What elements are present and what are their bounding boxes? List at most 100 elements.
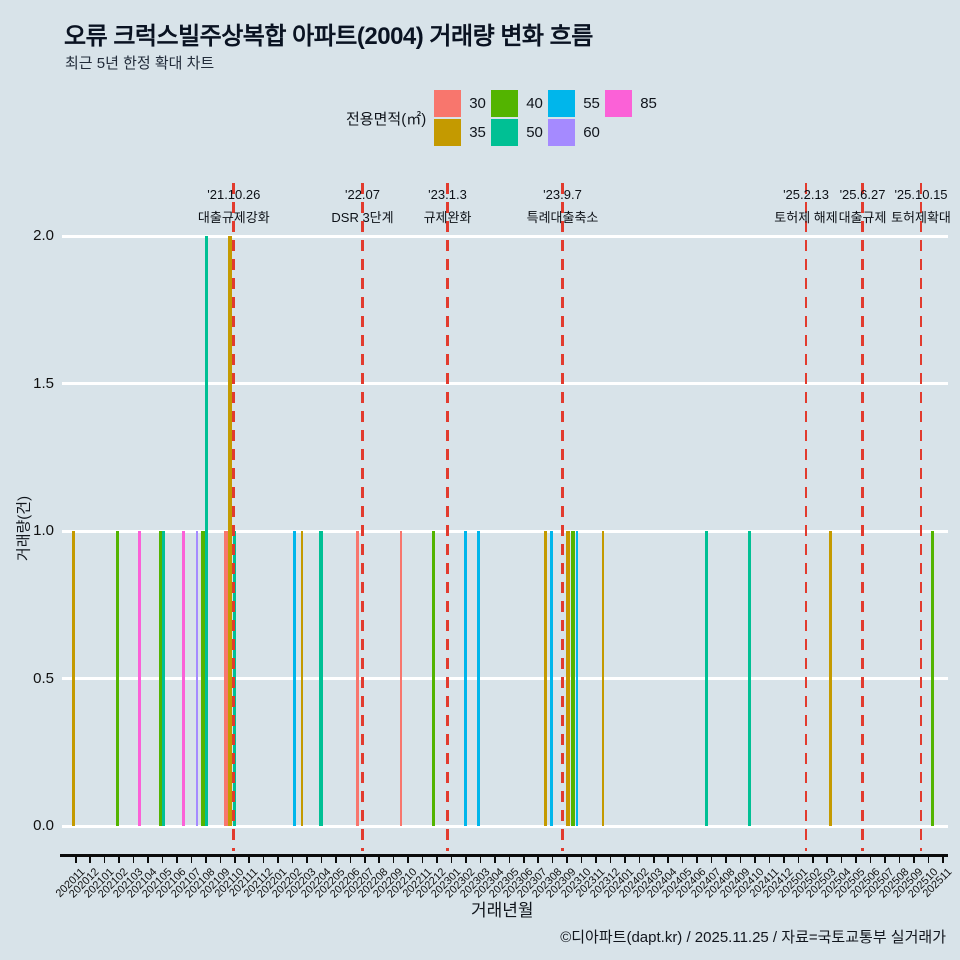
event-date-label: '23.1.3	[428, 187, 467, 202]
x-tick	[378, 856, 381, 863]
x-tick	[205, 856, 207, 863]
x-tick	[595, 856, 597, 863]
y-axis-title: 거래량(건)	[15, 495, 33, 562]
x-tick	[653, 856, 655, 863]
x-tick	[855, 856, 857, 863]
legend-item-label: 50	[526, 124, 543, 141]
bar	[224, 531, 229, 826]
bar	[301, 531, 304, 826]
x-tick	[942, 856, 944, 863]
legend-column: 55 60	[548, 90, 603, 146]
event-name-label: DSR 3단계	[331, 210, 394, 225]
y-tick-label: 1.5	[33, 374, 54, 392]
legend-column: 85	[605, 90, 660, 146]
x-tick	[826, 856, 828, 863]
x-tick	[161, 856, 164, 863]
legend-item: 40	[491, 90, 546, 117]
x-tick	[450, 856, 453, 863]
x-tick	[219, 856, 222, 863]
x-tick	[783, 856, 785, 863]
legend-item: 55	[548, 90, 603, 117]
event-dashed-line	[919, 183, 923, 851]
event-date-label: '21.10.26	[207, 187, 261, 202]
x-tick	[306, 856, 308, 863]
x-tick	[277, 856, 279, 863]
x-tick	[710, 856, 713, 863]
bar	[399, 531, 403, 826]
legend-items: 30 35 40 50 55 60 85	[434, 90, 662, 146]
x-tick	[811, 856, 814, 863]
x-tick	[797, 856, 800, 863]
y-tick-label: 0.0	[33, 817, 54, 834]
x-tick	[869, 856, 872, 863]
x-tick	[103, 856, 106, 863]
legend-column: 30 35	[434, 90, 489, 146]
x-axis-title: 거래년월	[471, 901, 534, 920]
bar	[550, 531, 553, 826]
legend-swatch	[434, 90, 462, 117]
bar	[543, 531, 547, 826]
x-tick	[89, 856, 92, 863]
bar	[931, 531, 934, 826]
x-tick	[522, 856, 525, 863]
x-tick	[320, 856, 323, 863]
x-tick	[667, 856, 670, 863]
x-tick	[580, 856, 583, 863]
bar	[828, 531, 832, 826]
legend-item: 85	[605, 90, 660, 117]
bar	[571, 531, 575, 826]
x-tick	[624, 856, 626, 863]
legend: 전용면적(㎡) 30 35 40 50 55 60 85	[346, 90, 662, 146]
x-tick	[696, 856, 698, 863]
legend-swatch	[605, 90, 633, 117]
x-tick	[291, 856, 294, 863]
event-dashed-line	[561, 183, 564, 851]
gridline	[62, 529, 948, 533]
legend-swatch	[548, 119, 576, 146]
legend-item-label: 85	[640, 95, 657, 112]
bar	[228, 236, 232, 826]
bar	[195, 531, 198, 826]
x-tick	[768, 856, 771, 863]
x-tick	[479, 856, 482, 863]
x-tick	[233, 856, 236, 863]
legend-title: 전용면적(㎡)	[346, 110, 427, 128]
event-name-label: 특례대출축소	[526, 210, 599, 225]
event-dashed-line	[805, 183, 807, 851]
x-tick	[609, 856, 612, 863]
bar	[292, 531, 296, 826]
x-tick	[147, 856, 149, 863]
x-tick	[190, 856, 193, 863]
event-date-label: '23.9.7	[543, 187, 582, 202]
bar	[162, 531, 166, 826]
event-name-label: 토허제 해제	[774, 210, 838, 225]
x-tick	[176, 856, 178, 863]
event-name-label: 규제완화	[423, 210, 472, 225]
event-name-label: 대출규제강화	[197, 210, 270, 225]
chart-title: 오류 크럭스빌주상복합 아파트(2004) 거래량 변화 흐름	[64, 23, 593, 50]
x-tick	[248, 856, 250, 863]
bar	[477, 531, 480, 826]
event-dashed-line	[861, 183, 864, 851]
event-date-label: '25.6.27	[839, 187, 886, 202]
bar	[319, 531, 324, 826]
bar	[464, 531, 467, 826]
bar	[181, 531, 185, 826]
legend-item-label: 60	[583, 124, 600, 141]
gridline	[62, 234, 948, 238]
bar	[137, 531, 141, 826]
legend-item-label: 40	[526, 95, 543, 112]
y-tick-label: 1.0	[33, 522, 54, 539]
x-tick	[349, 856, 352, 863]
event-dashed-line	[446, 183, 449, 851]
event-name-label: 토허제확대	[891, 210, 951, 225]
x-tick	[508, 856, 511, 863]
y-tick-label: 0.5	[33, 669, 54, 687]
legend-item: 50	[491, 119, 546, 146]
bar	[601, 531, 604, 826]
x-tick	[75, 856, 77, 863]
legend-swatch	[491, 119, 519, 146]
x-tick	[898, 856, 901, 863]
x-tick	[927, 856, 930, 863]
